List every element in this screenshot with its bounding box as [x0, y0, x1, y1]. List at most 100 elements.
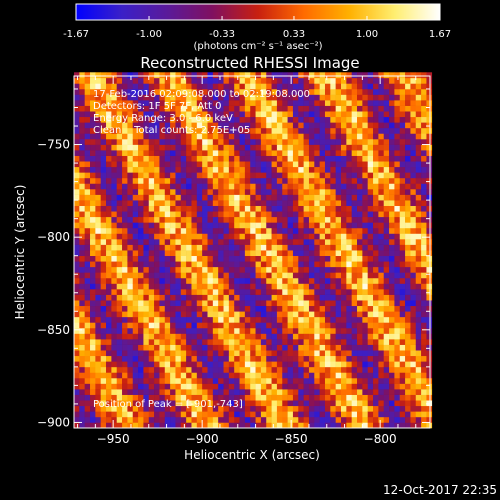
- heatmap-cell: [292, 94, 299, 101]
- heatmap-cell: [330, 322, 336, 329]
- heatmap-cell: [276, 205, 283, 212]
- heatmap-cell: [84, 361, 91, 368]
- heatmap-cell: [399, 83, 406, 90]
- heatmap-cell: [373, 372, 379, 379]
- heatmap-cell: [111, 344, 118, 351]
- heatmap-cell: [170, 166, 176, 173]
- heatmap-cell: [116, 294, 123, 301]
- heatmap-cell: [276, 400, 283, 407]
- heatmap-cell: [415, 200, 422, 206]
- heatmap-cell: [154, 372, 160, 379]
- heatmap-cell: [271, 389, 278, 395]
- heatmap-cell: [212, 422, 219, 429]
- heatmap-cell: [410, 100, 417, 106]
- heatmap-cell: [362, 350, 368, 357]
- heatmap-cell: [255, 94, 262, 101]
- heatmap-cell: [287, 300, 294, 307]
- heatmap-cell: [244, 233, 251, 240]
- heatmap-cell: [132, 400, 139, 407]
- heatmap-cell: [116, 150, 123, 156]
- heatmap-cell: [79, 88, 85, 95]
- heatmap-cell: [341, 133, 347, 140]
- heatmap-cell: [373, 161, 379, 168]
- heatmap-cell: [196, 261, 203, 268]
- heatmap-cell: [394, 355, 401, 362]
- heatmap-cell: [138, 372, 144, 379]
- heatmap-cell: [276, 183, 283, 190]
- heatmap-cell: [100, 244, 107, 251]
- heatmap-cell: [383, 411, 390, 418]
- heatmap-cell: [266, 200, 272, 206]
- heatmap-cell: [378, 305, 385, 312]
- heatmap-cell: [106, 83, 112, 90]
- heatmap-cell: [154, 194, 160, 201]
- heatmap-cell: [159, 122, 166, 129]
- heatmap-cell: [346, 233, 352, 240]
- heatmap-cell: [223, 200, 230, 206]
- heatmap-cell: [207, 138, 214, 145]
- heatmap-cell: [399, 361, 406, 368]
- heatmap-cell: [95, 94, 101, 101]
- heatmap-cell: [303, 333, 310, 340]
- heatmap-cell: [276, 166, 283, 173]
- heatmap-cell: [84, 389, 91, 395]
- heatmap-cell: [79, 255, 85, 262]
- heatmap-cell: [255, 305, 262, 312]
- heatmap-cell: [346, 172, 352, 179]
- heatmap-cell: [314, 405, 320, 412]
- heatmap-cell: [164, 339, 171, 345]
- heatmap-cell: [319, 266, 326, 273]
- heatmap-cell: [271, 200, 278, 206]
- heatmap-cell: [164, 416, 171, 423]
- heatmap-cell: [341, 183, 347, 190]
- heatmap-cell: [410, 77, 417, 84]
- heatmap-cell: [223, 355, 230, 362]
- heatmap-cell: [410, 422, 417, 429]
- heatmap-cell: [138, 122, 144, 129]
- heatmap-cell: [250, 166, 256, 173]
- heatmap-cell: [212, 216, 219, 223]
- heatmap-cell: [303, 88, 310, 95]
- heatmap-cell: [100, 311, 107, 318]
- heatmap-cell: [335, 322, 342, 329]
- heatmap-cell: [95, 350, 101, 357]
- heatmap-cell: [415, 294, 422, 301]
- heatmap-cell: [90, 383, 96, 390]
- heatmap-cell: [186, 255, 192, 262]
- heatmap-cell: [100, 189, 107, 195]
- heatmap-cell: [234, 77, 240, 84]
- heatmap-cell: [330, 405, 336, 412]
- heatmap-cell: [186, 172, 192, 179]
- heatmap-cell: [196, 116, 203, 123]
- heatmap-cell: [170, 155, 176, 162]
- heatmap-cell: [394, 172, 401, 179]
- heatmap-cell: [399, 161, 406, 168]
- heatmap-cell: [266, 416, 272, 423]
- heatmap-cell: [196, 227, 203, 234]
- heatmap-cell: [175, 389, 182, 395]
- heatmap-cell: [138, 244, 144, 251]
- heatmap-cell: [341, 166, 347, 173]
- heatmap-cell: [90, 100, 96, 106]
- heatmap-cell: [90, 350, 96, 357]
- heatmap-cell: [84, 138, 91, 145]
- heatmap-cell: [111, 205, 118, 212]
- heatmap-cell: [351, 250, 358, 257]
- heatmap-cell: [335, 150, 342, 156]
- heatmap-cell: [122, 105, 128, 112]
- heatmap-cell: [271, 194, 278, 201]
- heatmap-cell: [330, 355, 336, 362]
- heatmap-cell: [90, 77, 96, 84]
- heatmap-cell: [367, 211, 374, 218]
- y-tick-label: −850: [37, 323, 70, 337]
- heatmap-cell: [346, 161, 352, 168]
- heatmap-cell: [106, 316, 112, 323]
- heatmap-cell: [106, 161, 112, 168]
- heatmap-cell: [175, 244, 182, 251]
- heatmap-cell: [255, 105, 262, 112]
- heatmap-cell: [362, 216, 368, 223]
- heatmap-cell: [234, 377, 240, 384]
- heatmap-cell: [239, 205, 246, 212]
- heatmap-cell: [154, 266, 160, 273]
